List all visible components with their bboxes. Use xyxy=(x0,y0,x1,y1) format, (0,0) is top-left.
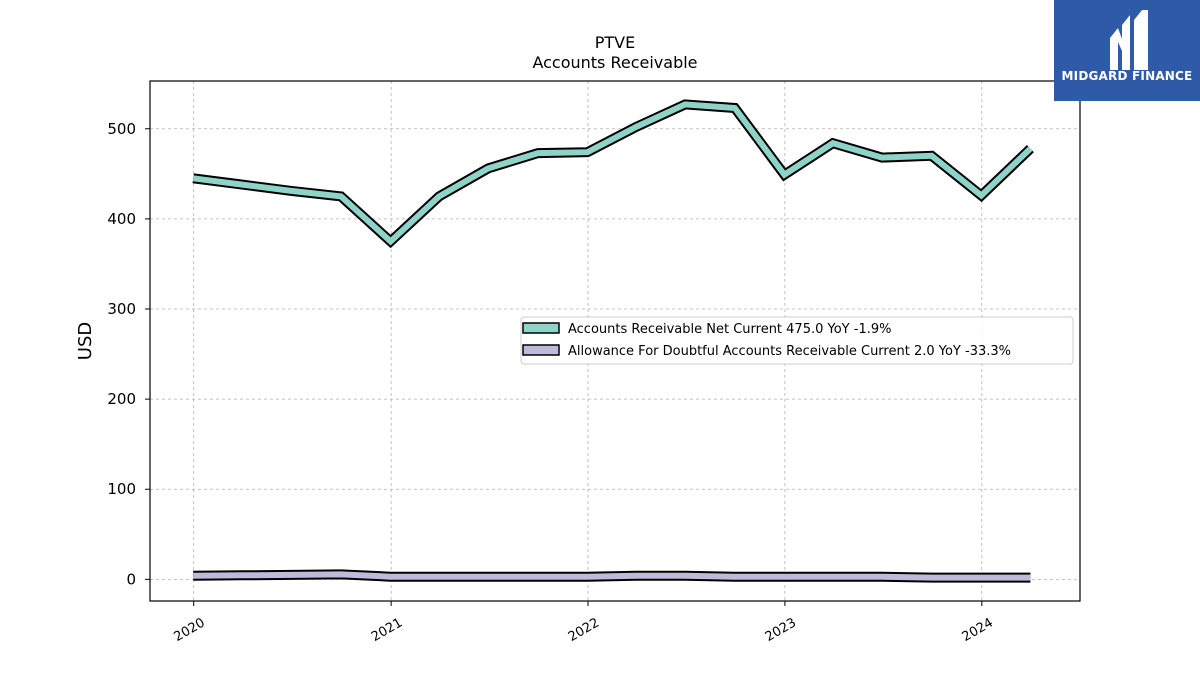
axis-ticks: 0 100 200 300 400 500 2020 2021 2022 2023 2024 xyxy=(107,120,995,645)
legend-swatch-allowance xyxy=(522,344,560,356)
plot-frame xyxy=(149,80,1081,602)
legend-box xyxy=(520,316,1074,365)
logo-mark-icon xyxy=(1110,10,1148,70)
series-line-1 xyxy=(193,571,1031,581)
brand-name: MIDGARD FINANCE xyxy=(1061,69,1193,83)
series-group xyxy=(192,99,1034,583)
series-line-0 xyxy=(192,101,1033,246)
y-tick-label: 200 xyxy=(107,390,136,408)
grid xyxy=(150,81,1080,601)
series-outline-0 xyxy=(192,99,1034,249)
chart-title: PTVE xyxy=(595,33,635,52)
x-tick-label: 2023 xyxy=(763,615,799,645)
chart-subtitle: Accounts Receivable xyxy=(532,53,697,72)
y-tick-label: 300 xyxy=(107,300,136,318)
x-tick-label: 2024 xyxy=(960,615,996,645)
x-tick-label: 2022 xyxy=(566,615,602,645)
brand-logo: MIDGARD FINANCE xyxy=(1054,0,1200,101)
legend-label-allowance: Allowance For Doubtful Accounts Receivab… xyxy=(568,344,1011,359)
y-tick-label: 400 xyxy=(107,210,136,228)
legend: Accounts Receivable Net Current 475.0 Yo… xyxy=(520,316,1074,365)
legend-label-ar-net: Accounts Receivable Net Current 475.0 Yo… xyxy=(568,322,891,337)
y-tick-label: 0 xyxy=(126,570,136,588)
y-tick-label: 100 xyxy=(107,480,136,498)
x-tick-label: 2021 xyxy=(369,615,405,645)
y-axis-label: USD xyxy=(75,322,96,360)
legend-swatch-ar-net xyxy=(522,322,560,334)
y-tick-label: 500 xyxy=(107,120,136,138)
x-tick-label: 2020 xyxy=(172,615,208,645)
